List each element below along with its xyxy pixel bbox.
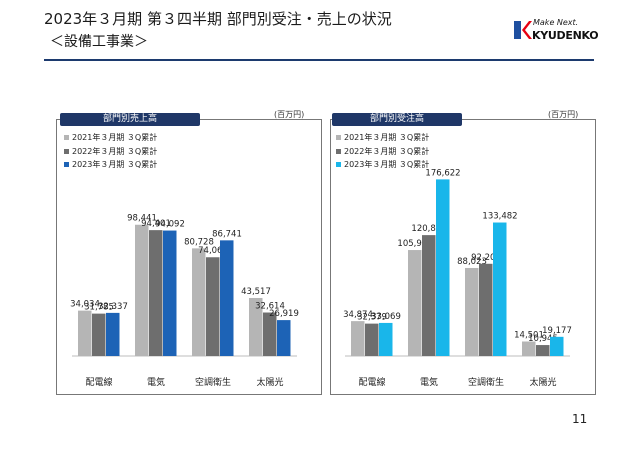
legend-label: 2023年３月期 ３Q累計 [344,160,430,169]
legend-swatch [64,148,69,154]
orders-bar [379,322,393,356]
orders-data-label: 105,963 [397,239,432,249]
sales-category-label: 空調衛生 [195,376,231,388]
orders-bar [479,263,493,356]
sales-chart-unit: (百万円) [274,110,305,119]
legend-swatch [336,135,341,141]
legend-item: 2021年３月期 ３Q累計 [64,131,157,145]
sales-data-label: 86,741 [212,229,242,239]
sales-bar [78,310,92,356]
orders-data-label: 92,206 [471,253,501,263]
sales-bar [92,313,106,356]
legend-label: 2021年３月期 ３Q累計 [72,133,158,142]
orders-data-label: 32,379 [357,313,387,323]
sales-data-label: 43,517 [241,287,271,297]
orders-category-label: 配電線 [358,376,385,388]
sales-bar [206,257,220,356]
orders-data-label: 19,177 [542,326,572,336]
sales-bar [263,312,277,356]
sales-data-label: 32,614 [255,302,285,312]
sales-data-label: 98,441 [127,214,157,224]
sales-chart-title: 部門別売上高 [60,113,200,126]
legend-label: 2023年３月期 ３Q累計 [72,160,158,169]
orders-category-label: 太陽光 [529,376,556,388]
orders-bar [436,179,450,356]
logo-tagline: Make Next. [533,18,579,27]
sales-data-label: 32,337 [98,302,128,312]
orders-data-label: 34,874 [343,310,373,320]
legend-label: 2021年３月期 ３Q累計 [344,133,430,142]
orders-data-label: 120,880 [411,224,446,234]
sales-category-label: 太陽光 [256,376,283,388]
legend-label: 2022年３月期 ３Q累計 [72,146,158,156]
sales-data-label: 94,401 [141,219,171,229]
legend-swatch [336,162,341,168]
orders-chart-legend: 2021年３月期 ３Q累計 2022年３月期 ３Q累計 2023年３月期 ３Q累… [336,131,429,172]
orders-chart-title: 部門別受注高 [332,113,462,126]
orders-data-label: 176,622 [425,168,460,178]
orders-category-label: 空調衛生 [468,376,504,388]
sales-bar [149,230,163,356]
orders-bar [550,336,564,356]
orders-data-label: 133,482 [482,212,517,222]
sales-bar [277,320,291,356]
legend-label: 2022年３月期 ３Q累計 [344,146,430,156]
sales-bar [135,224,149,356]
sales-data-label: 94,092 [155,220,185,230]
legend-item: 2023年３月期 ３Q累計 [336,158,429,172]
orders-bar [351,321,365,356]
orders-bar [536,345,550,356]
orders-bar [465,267,479,356]
sales-data-label: 26,919 [269,309,299,319]
orders-bar [493,222,507,356]
header-rule [44,59,594,61]
orders-data-label: 33,069 [371,312,401,322]
orders-data-label: 14,501 [514,330,544,340]
sales-chart-legend: 2021年３月期 ３Q累計 2022年３月期 ３Q累計 2023年３月期 ３Q累… [64,131,157,172]
legend-item: 2023年３月期 ３Q累計 [64,158,157,172]
sales-category-label: 配電線 [85,376,112,388]
sales-data-label: 74,063 [198,246,228,256]
legend-swatch [336,148,341,154]
company-logo: Make Next. KYUDENKO [512,16,599,48]
sales-bar [163,230,177,356]
page-number: 11 [572,412,588,426]
logo-mark-icon [514,21,532,39]
orders-chart-panel [330,119,596,395]
orders-bar [408,250,422,356]
sales-category-label: 電気 [147,376,165,388]
legend-item: 2022年３月期 ３Q累計 [336,145,429,159]
sales-data-label: 31,785 [84,303,114,313]
orders-bar [365,323,379,356]
orders-data-label: 88,023 [457,257,487,267]
sales-bar [249,297,263,356]
sales-bar [106,312,120,356]
orders-chart-unit: (百万円) [548,110,579,119]
legend-swatch [64,162,69,168]
logo-name: KYUDENKO [532,29,599,42]
orders-category-label: 電気 [420,376,438,388]
sales-data-label: 34,034 [70,300,100,310]
legend-item: 2022年３月期 ３Q累計 [64,145,157,159]
page-title: 2023年３月期 第３四半期 部門別受注・売上の状況 [44,10,392,28]
orders-bar [422,235,436,356]
sales-bar [220,240,234,356]
orders-bar [522,341,536,356]
sales-data-label: 80,728 [184,237,214,247]
legend-item: 2021年３月期 ３Q累計 [336,131,429,145]
legend-swatch [64,135,69,141]
orders-data-label: 10,945 [528,334,558,344]
page-subtitle: ＜設備工事業＞ [50,34,148,50]
sales-bar [192,248,206,356]
